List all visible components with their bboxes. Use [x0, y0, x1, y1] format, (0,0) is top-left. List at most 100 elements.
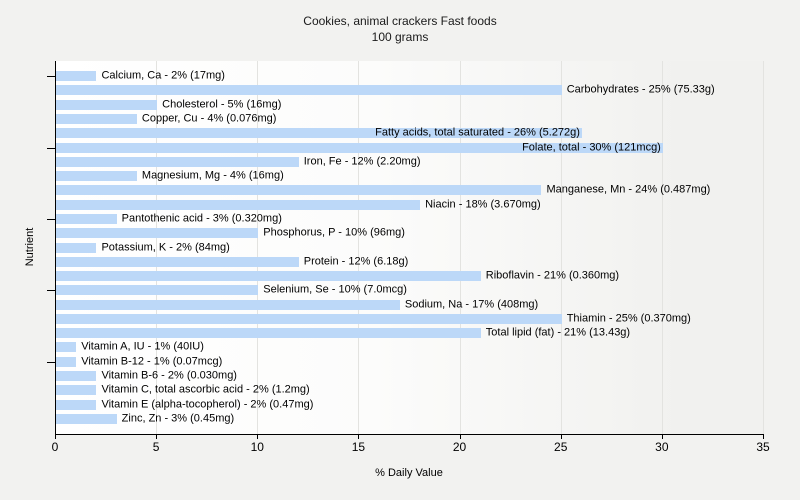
bar-row-22: Vitamin C, total ascorbic acid - 2% (1.2… [56, 383, 764, 397]
bar-label: Selenium, Se - 10% (7.0mcg) [263, 283, 407, 296]
bar-row-10: Pantothenic acid - 3% (0.320mg) [56, 212, 764, 226]
bar-row-20: Vitamin B-12 - 1% (0.07mcg) [56, 355, 764, 369]
bar [56, 99, 158, 110]
x-axis-tick-label-5: 5 [152, 440, 160, 454]
bar-row-5: Folate, total - 30% (121mcg) [56, 140, 764, 154]
bar-label: Calcium, Ca - 2% (17mg) [101, 69, 225, 82]
gridline-x-10 [257, 61, 259, 434]
bar-row-13: Protein - 12% (6.18g) [56, 255, 764, 269]
bar-row-2: Cholesterol - 5% (16mg) [56, 98, 764, 112]
x-axis-tick-15 [358, 434, 360, 439]
bar [56, 285, 259, 296]
chart-title-line2: 100 grams [371, 30, 429, 44]
bar-label: Copper, Cu - 4% (0.076mg) [141, 112, 277, 125]
gridline-x-15 [358, 61, 360, 434]
bar-label: Potassium, K - 2% (84mg) [101, 241, 230, 254]
bar [56, 385, 97, 396]
bar [56, 142, 663, 153]
x-axis-tick-label-15: 15 [351, 440, 366, 454]
bar-row-11: Phosphorus, P - 10% (96mg) [56, 226, 764, 240]
bar [56, 228, 259, 239]
bar-row-24: Zinc, Zn - 3% (0.45mg) [56, 412, 764, 426]
bar-label: Riboflavin - 21% (0.360mg) [485, 269, 620, 282]
bar-label: Vitamin C, total ascorbic acid - 2% (1.2… [101, 383, 310, 396]
x-axis-tick-labels: 0 5 10 15 20 25 30 35 [52, 440, 770, 455]
x-axis-tick-label-25: 25 [554, 440, 568, 454]
bar [56, 271, 481, 282]
x-axis-tick-label-10: 10 [250, 440, 264, 454]
bar [56, 213, 117, 224]
bar-label: Carbohydrates - 25% (75.33g) [566, 83, 715, 96]
plot-area: Calcium, Ca - 2% (17mg) Carbohydrates - 2… [47, 61, 764, 435]
chart-title: Cookies, animal crackers Fast foods 100 … [0, 13, 800, 45]
x-axis-tick-5 [156, 434, 158, 439]
x-axis-tick-25 [560, 434, 562, 439]
bar-label: Sodium, Na - 17% (408mg) [404, 298, 539, 311]
bar-label: Vitamin B-6 - 2% (0.030mg) [101, 369, 237, 382]
gridline-x-35 [763, 61, 764, 434]
bar-row-16: Sodium, Na - 17% (408mg) [56, 298, 764, 312]
bar [56, 128, 582, 139]
bar [56, 313, 562, 324]
x-axis-tick-0 [55, 434, 56, 439]
bar-label: Vitamin B-12 - 1% (0.07mcg) [81, 355, 223, 368]
bar-row-23: Vitamin E (alpha-tocopherol) - 2% (0.47m… [56, 397, 764, 411]
bar [56, 356, 77, 367]
y-axis-tick-5 [47, 147, 56, 149]
gridline-x-20 [459, 61, 461, 434]
bar-label: Magnesium, Mg - 4% (16mg) [141, 169, 284, 182]
x-axis-tick-label-35: 35 [756, 440, 770, 454]
bar [56, 413, 117, 424]
bar-row-15: Selenium, Se - 10% (7.0mcg) [56, 283, 764, 297]
bar-label: Vitamin A, IU - 1% (40IU) [81, 340, 204, 353]
bar-row-3: Copper, Cu - 4% (0.076mg) [56, 112, 764, 126]
bar [56, 85, 562, 96]
bar-row-0: Calcium, Ca - 2% (17mg) [56, 69, 764, 83]
bar-row-4: Fatty acids, total saturated - 26% (5.27… [56, 126, 764, 140]
bar [56, 342, 77, 353]
gridline-x-25 [560, 61, 562, 434]
x-axis-tick-35 [763, 434, 764, 439]
bar-row-7: Magnesium, Mg - 4% (16mg) [56, 169, 764, 183]
x-axis-tick-label-20: 20 [452, 440, 467, 454]
y-axis-tick-10 [47, 218, 56, 220]
bar [56, 71, 97, 82]
bar-row-8: Manganese, Mn - 24% (0.487mg) [56, 183, 764, 197]
bar-row-21: Vitamin B-6 - 2% (0.030mg) [56, 369, 764, 383]
bar [56, 185, 542, 196]
bar [56, 371, 97, 382]
bar [56, 256, 299, 267]
bar-row-12: Potassium, K - 2% (84mg) [56, 240, 764, 254]
bar-label: Cholesterol - 5% (16mg) [162, 98, 282, 111]
bar-label: Thiamin - 25% (0.370mg) [566, 312, 691, 325]
bar [56, 199, 421, 210]
bar-row-1: Carbohydrates - 25% (75.33g) [56, 83, 764, 97]
bar-row-9: Niacin - 18% (3.670mg) [56, 198, 764, 212]
y-axis-tick-20 [47, 361, 56, 363]
x-axis-tick-label-30: 30 [655, 440, 669, 454]
bar [56, 171, 137, 182]
bar-row-6: Iron, Fe - 12% (2.20mg) [56, 155, 764, 169]
gridline-x-5 [156, 61, 158, 434]
chart-title-line1: Cookies, animal crackers Fast foods [303, 14, 497, 28]
bar-label: Protein - 12% (6.18g) [303, 255, 409, 268]
bar-label: Vitamin E (alpha-tocopherol) - 2% (0.47m… [101, 398, 314, 411]
bar-row-17: Thiamin - 25% (0.370mg) [56, 312, 764, 326]
bar [56, 156, 299, 167]
bar-label: Manganese, Mn - 24% (0.487mg) [546, 183, 711, 196]
y-axis-title: Nutrient [24, 227, 36, 267]
bar-label: Folate, total - 30% (121mcg) [522, 141, 661, 154]
x-axis-tick-20 [459, 434, 461, 439]
bars-container: Calcium, Ca - 2% (17mg) Carbohydrates - 2… [56, 69, 764, 426]
y-axis-tick-15 [47, 290, 56, 292]
y-axis-tick-0 [47, 76, 56, 78]
bar-label: Pantothenic acid - 3% (0.320mg) [121, 212, 282, 225]
x-axis-tick-30 [661, 434, 663, 439]
bar-label: Zinc, Zn - 3% (0.45mg) [121, 412, 235, 425]
x-axis-tick-10 [257, 434, 259, 439]
bar [56, 113, 137, 124]
x-axis-title: % Daily Value [375, 467, 443, 479]
gridline-x-30 [661, 61, 663, 434]
bar-label: Total lipid (fat) - 21% (13.43g) [485, 326, 631, 339]
